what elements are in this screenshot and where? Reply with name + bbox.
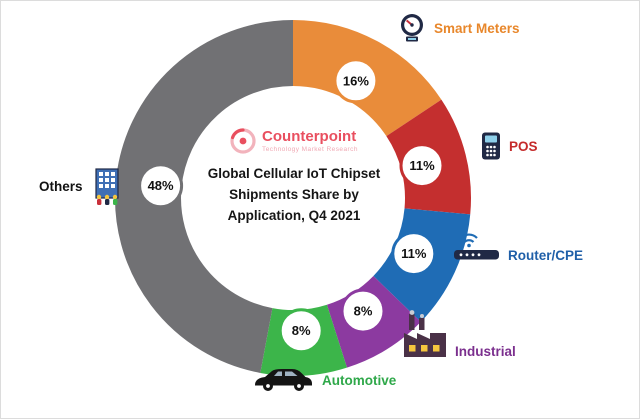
factory-icon [402,309,448,359]
legend-label-automotive: Automotive [322,372,397,388]
legend-smart-meters: Smart Meters [397,13,520,43]
legend-automotive: Automotive [251,367,396,393]
chart-title-line-3: Application, Q4 2021 [227,208,361,223]
percent-bubble-industrial [340,288,386,334]
chart-title-line-2: Shipments Share by [229,187,359,202]
counterpoint-logo-icon [230,128,256,154]
legend-label-smart-meters: Smart Meters [434,20,520,36]
legend-router-cpe: Router/CPE [453,227,583,263]
percent-bubble-others [138,163,184,209]
percent-label: 11% [401,246,427,261]
percent-bubble-router-cpe [391,231,437,277]
pos-terminal-icon [480,131,502,161]
legend-label-industrial: Industrial [455,344,516,359]
percent-label: 8% [292,323,311,338]
percent-bubble-automotive [278,308,324,354]
brand-name: Counterpoint [262,128,357,145]
legend-others: Others [39,167,124,205]
building-icon [90,167,124,205]
car-icon [251,367,315,393]
percent-label: 48% [148,178,174,193]
legend-label-others: Others [39,178,83,194]
percent-label: 8% [354,304,373,319]
smart-meter-icon [397,13,427,43]
legend-pos: POS [480,131,538,161]
percent-label: 11% [409,158,435,173]
legend-label-pos: POS [509,138,538,154]
percent-label: 16% [343,73,369,88]
counterpoint-logo: Counterpoint Technology Market Research [181,128,407,154]
chart-center-block: Counterpoint Technology Market Research … [181,128,407,226]
brand-tagline: Technology Market Research [262,146,358,153]
legend-industrial: Industrial [402,309,516,359]
router-icon [453,227,501,263]
percent-bubble-smart-meters [333,58,379,104]
percent-bubble-pos [399,143,445,189]
legend-label-router-cpe: Router/CPE [508,248,584,263]
chart-title-line-1: Global Cellular IoT Chipset [207,166,381,181]
